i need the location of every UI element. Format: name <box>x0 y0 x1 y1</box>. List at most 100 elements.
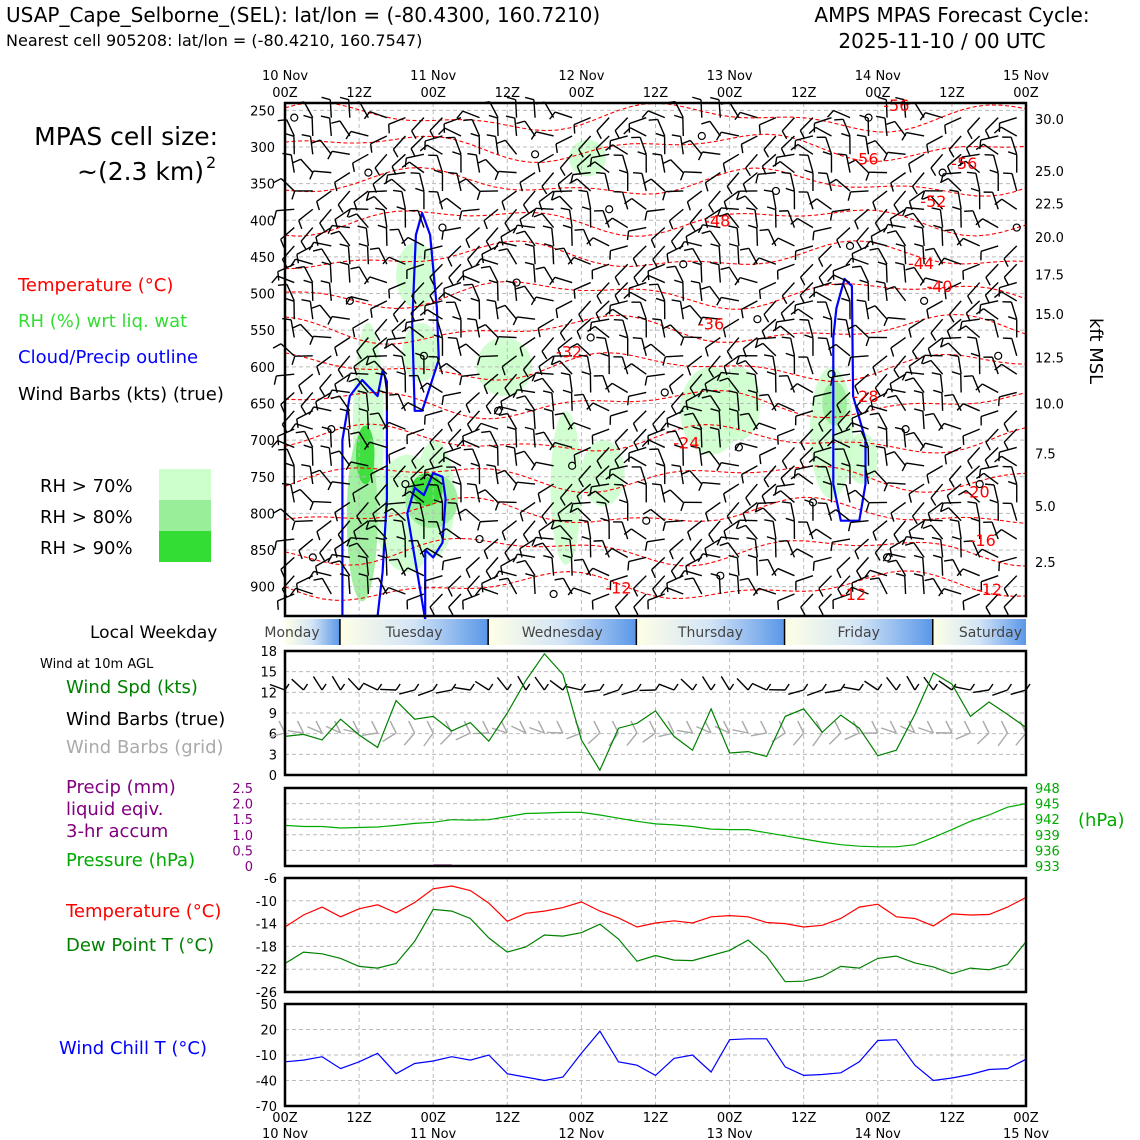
wind-barb <box>678 570 703 579</box>
wind-barb <box>498 412 518 430</box>
wind-barb <box>623 127 647 137</box>
wind-barb <box>447 410 462 432</box>
weekday-label: Tuesday <box>385 625 443 641</box>
true-wind-barb <box>435 683 457 694</box>
wind-barb <box>704 538 721 558</box>
wind-barb <box>680 336 702 346</box>
wind-barb <box>346 372 369 382</box>
wind-barb <box>963 540 981 558</box>
wind-barb <box>613 319 629 338</box>
wind-barb <box>289 587 314 596</box>
swatch-rh80 <box>159 500 211 531</box>
wind-barb <box>596 446 610 469</box>
wind-barb <box>759 393 777 412</box>
wind-barb <box>494 170 517 181</box>
true-wind-barb <box>399 683 420 695</box>
wind-barb <box>506 426 518 448</box>
wind-barb <box>356 337 369 360</box>
wind-barb <box>608 300 628 315</box>
wind-barb <box>920 296 929 305</box>
wind-barb <box>429 428 443 451</box>
wind-barb <box>626 391 647 406</box>
wind-barb <box>984 282 999 304</box>
wind-barb <box>516 120 536 137</box>
grid-wind-barb <box>287 720 305 734</box>
wind-barb <box>660 586 684 595</box>
windchill-label: Wind Chill T (°C) <box>59 1038 207 1059</box>
wind-barb <box>470 462 481 485</box>
wind-barb <box>944 117 962 135</box>
wind-barb <box>994 351 1003 360</box>
wind-barb <box>660 388 669 397</box>
wind-barb <box>541 172 555 195</box>
wind-barb <box>794 135 814 150</box>
dewpoint-line <box>284 908 1027 983</box>
wind-barb <box>924 412 944 430</box>
wind-barb <box>383 178 406 192</box>
panel-tick-label: 15 <box>260 666 277 681</box>
wind-barb <box>940 336 962 348</box>
wind-barb <box>415 352 425 375</box>
wind-barb <box>1003 410 1018 432</box>
wind-barb <box>524 426 536 448</box>
wind-barb <box>555 300 573 319</box>
wind-barb <box>649 448 666 467</box>
true-wind-barb <box>565 683 586 691</box>
precip-tick-label: 2.5 <box>232 782 253 797</box>
wind-barb <box>633 428 647 451</box>
wind-barb <box>957 325 981 339</box>
wind-barb <box>662 324 684 339</box>
wind-barb <box>562 554 573 576</box>
wind-barb <box>1003 428 1018 451</box>
wind-barb <box>485 392 499 415</box>
true-wind-barb <box>992 683 1013 696</box>
wind-barb <box>698 316 721 326</box>
kft-msl-label: kft MSL <box>1085 318 1106 384</box>
wind-barb <box>827 274 851 284</box>
bottom-hour-label: 00Z <box>717 1111 743 1126</box>
wind-barb <box>737 524 758 540</box>
precip-tick-label: 0 <box>245 860 253 875</box>
panel-tick-label: 12 <box>260 686 277 701</box>
wind-barb <box>962 593 980 611</box>
wind-barb <box>856 392 870 415</box>
wind-barb <box>339 426 351 448</box>
wind-barb <box>637 316 647 338</box>
wind-barb <box>983 191 999 210</box>
wind-barb <box>396 371 407 393</box>
wind-barb <box>631 466 647 485</box>
wind-barb <box>951 536 962 558</box>
true-wind-barb <box>291 678 309 691</box>
wind-barb <box>1002 337 1018 357</box>
wind-barb <box>443 281 462 298</box>
wind-barb <box>655 132 666 155</box>
weekday-label: Wednesday <box>522 625 603 641</box>
wind-barb <box>771 402 795 412</box>
wind-barb <box>911 501 925 525</box>
true-wind-barb <box>906 675 920 691</box>
wind-barb <box>859 444 870 466</box>
wind-barb <box>290 113 299 122</box>
wind-barb <box>920 519 943 529</box>
wind-barb <box>633 263 647 286</box>
wind-barb <box>836 556 851 579</box>
dewpoint-label: Dew Point T (°C) <box>66 935 214 956</box>
wind-barb <box>958 489 981 503</box>
true-wind-barb <box>736 678 753 691</box>
wind-barb <box>512 224 536 234</box>
wind-barb <box>1003 575 1018 597</box>
grid-wind-barb <box>676 720 694 734</box>
wind-barb <box>887 559 907 577</box>
wind-barb <box>345 130 369 140</box>
wind-barb <box>562 389 573 411</box>
pressure-tick-label: 948 <box>1035 782 1060 797</box>
wind-barb <box>686 355 703 376</box>
grid-wind-barb <box>587 720 601 745</box>
wind-barb <box>813 446 832 462</box>
wind-barb <box>391 153 406 175</box>
wind-barb <box>1002 502 1018 521</box>
panel-tick-label: -10 <box>256 1049 277 1064</box>
wind-barb <box>908 153 925 173</box>
wind-barb <box>866 140 888 155</box>
pressure-tick-label: 939 <box>1035 829 1060 844</box>
